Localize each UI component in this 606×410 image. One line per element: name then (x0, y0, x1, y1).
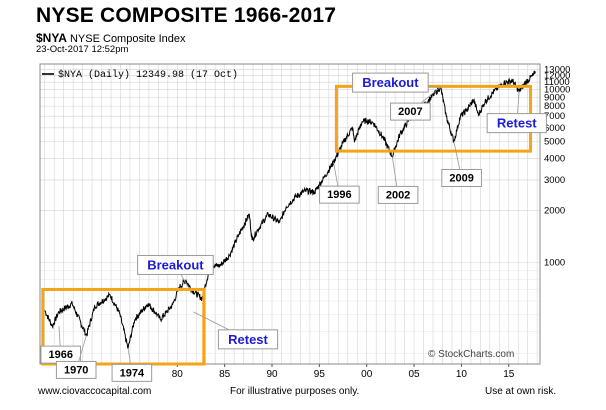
plot-frame (39, 63, 541, 365)
callout-box (441, 168, 482, 187)
footer-website: www.ciovaccocapital.com (38, 386, 152, 397)
symbol-name: NYSE Composite Index (69, 33, 186, 45)
y-tick-label: 3000 (544, 175, 565, 186)
y-tick-label: 13000 (544, 65, 570, 76)
callout-box (377, 185, 419, 204)
callout-box (390, 102, 431, 121)
y-tick-label: 7000 (544, 111, 565, 122)
callout-label: Breakout (147, 257, 204, 272)
y-tick-label: 10000 (544, 84, 570, 95)
x-tick-label: 90 (266, 369, 278, 380)
y-tick-label: 2000 (544, 205, 565, 216)
callout-label: 2002 (386, 189, 410, 201)
symbol: $NYA (36, 31, 67, 45)
page-title: NYSE COMPOSITE 1966-2017 (36, 4, 337, 27)
x-tick-label: 95 (314, 369, 326, 380)
x-tick-label: 15 (503, 369, 515, 380)
x-tick-label: 05 (408, 369, 420, 380)
callout-box (55, 360, 97, 379)
legend-label: $NYA (Daily) 12349.98 (17 Oct) (58, 69, 238, 81)
callout-label: 2009 (449, 172, 473, 184)
x-tick-label: 85 (219, 369, 231, 380)
y-tick-label: 11000 (544, 77, 570, 88)
callout-box (319, 185, 360, 204)
callout-label: 1970 (64, 364, 88, 376)
grid (40, 64, 540, 364)
callout-label: Retest (497, 116, 537, 131)
y-tick-label: 12000 (544, 71, 570, 82)
callout-label: 1966 (48, 349, 72, 361)
annotations: Breakout Retest 1966 1970 1974 Breakout Retest… (40, 72, 547, 382)
y-tick-label: 1000 (544, 258, 565, 269)
callout-label: 1996 (327, 189, 351, 201)
chart-datetime: 23-Oct-2017 12:52pm (36, 44, 129, 55)
y-axis: 1000 2000 3000 4000 5000 60007000800090001000… (544, 65, 570, 269)
callout-box (137, 254, 214, 275)
y-tick-label: 4000 (544, 153, 565, 164)
y-tick-label: 5000 (544, 136, 565, 147)
callout-box (352, 72, 429, 93)
watermark: © StockCharts.com (428, 349, 514, 360)
y-tick-label: 9000 (544, 92, 565, 103)
x-tick-label: 10 (456, 369, 468, 380)
callout-box (486, 113, 547, 134)
x-tick-label: 80 (172, 369, 184, 380)
legend: $NYA (Daily) 12349.98 (17 Oct) (42, 69, 238, 81)
footer-disclaimer: For illustrative purposes only. (230, 386, 360, 397)
y-tick-label: 8000 (544, 101, 565, 112)
footer-risk: Use at own risk. (485, 386, 557, 397)
x-tick-label: 00 (361, 369, 373, 380)
symbol-line: $NYA NYSE Composite Index (36, 31, 186, 45)
callout-box (111, 363, 153, 382)
y-tick-label: 6000 (544, 123, 565, 134)
callout-label: Breakout (362, 75, 419, 90)
callout-label: 2007 (398, 106, 422, 118)
callout-box (217, 329, 279, 350)
callout-label: Retest (228, 332, 268, 347)
series-line-nya (44, 70, 536, 351)
callout-label: 1974 (120, 367, 145, 379)
